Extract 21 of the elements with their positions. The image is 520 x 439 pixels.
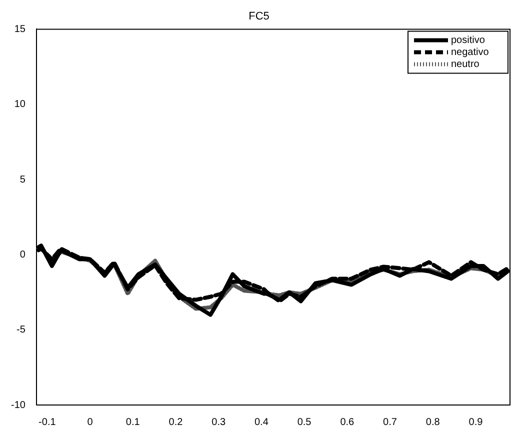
y-tick-label: 5	[20, 174, 26, 186]
x-tick-label: 0.2	[168, 416, 184, 428]
legend-label: negativo	[451, 46, 490, 58]
x-tick-label: 0.4	[254, 416, 269, 428]
y-tick-label: -10	[11, 400, 26, 411]
legend-label: neutro	[451, 58, 480, 70]
y-tick-label: 0	[20, 249, 26, 260]
x-tick-label: 0.3	[212, 416, 226, 428]
y-tick-label: 10	[14, 99, 26, 110]
x-tick-label: 0.5	[297, 416, 312, 428]
y-tick-label: 15	[14, 24, 26, 35]
x-tick-label: 0	[87, 416, 94, 428]
x-tick-label: 0.9	[468, 416, 484, 428]
x-tick-label: -0.1	[38, 416, 56, 428]
chart-title: FC5	[248, 10, 270, 23]
x-tick-label: 0.7	[383, 416, 398, 428]
x-tick-label: 0.1	[126, 416, 140, 428]
legend-label: positivo	[451, 34, 486, 46]
x-tick-label: 0.8	[426, 416, 440, 428]
x-tick-label: 0.6	[340, 416, 355, 428]
y-tick-label: -5	[16, 324, 26, 336]
